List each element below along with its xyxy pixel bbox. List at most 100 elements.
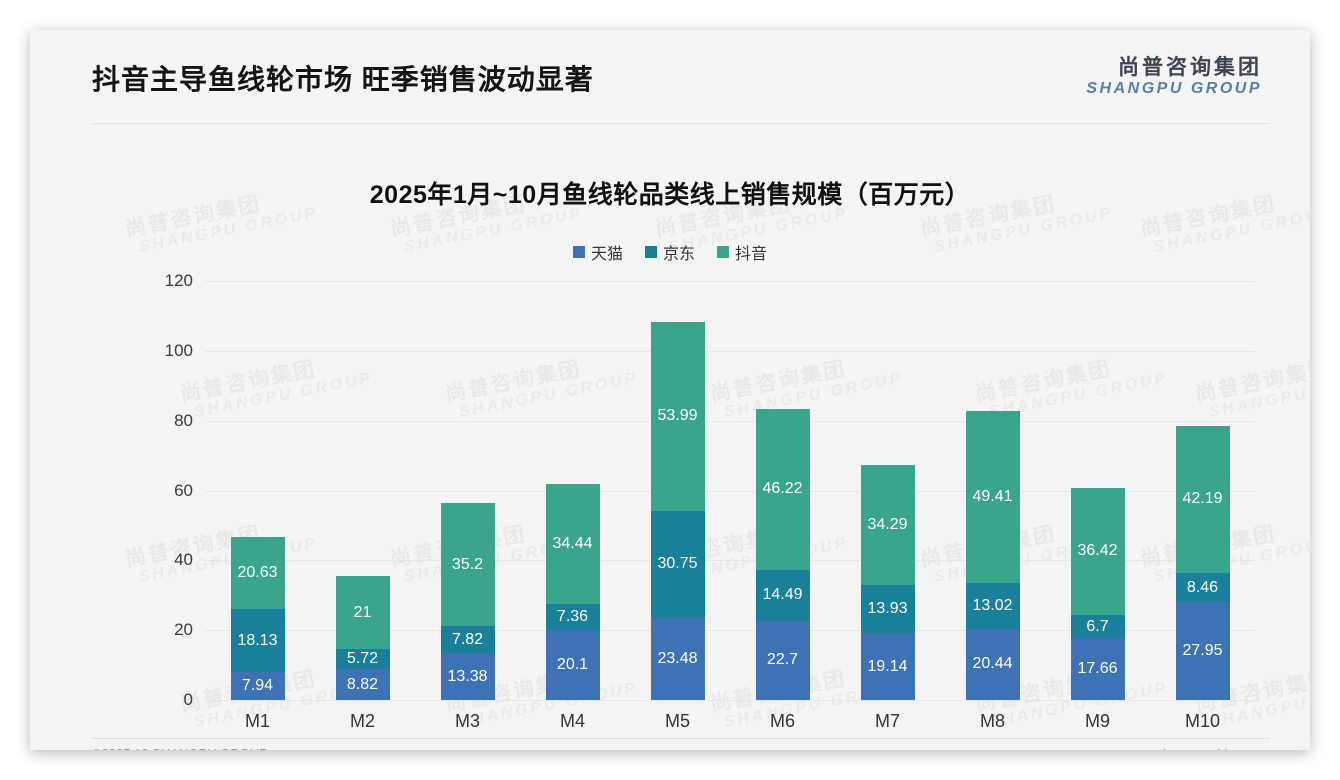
bar-column-M3[interactable]: 13.38 7.82 35.2 [415, 281, 520, 700]
bar-value-label: 53.99 [657, 407, 698, 425]
y-axis-tick-label: 20 [174, 620, 193, 640]
bar-stack: 19.14 13.93 34.29 [860, 464, 915, 700]
bar-segment-天猫[interactable]: 22.7 [755, 620, 810, 700]
bar-column-M10[interactable]: 27.95 8.46 42.19 [1150, 281, 1255, 700]
gridline [205, 281, 1255, 282]
bar-segment-天猫[interactable]: 13.38 [440, 653, 495, 700]
bar-segment-京东[interactable]: 5.72 [335, 649, 390, 670]
x-axis-tick-M1: M1 [244, 711, 270, 731]
bar-segment-天猫[interactable]: 27.95 [1175, 602, 1230, 700]
bar-value-label: 17.66 [1077, 660, 1118, 678]
slide-card: 尚普咨询集团 SHANGPU GROUP 尚普咨询集团 SHANGPU GROUP 尚普… [30, 30, 1310, 750]
bar-segment-抖音[interactable]: 46.22 [755, 408, 810, 571]
legend-item-京东[interactable]: 京东 [644, 240, 695, 264]
bar-segment-京东[interactable]: 6.7 [1070, 614, 1125, 639]
bar-column-M6[interactable]: 22.7 14.49 46.22 [730, 281, 835, 700]
brand-name-en: SHANGPU GROUP [1086, 80, 1262, 98]
bar-column-M8[interactable]: 20.44 13.02 49.41 [940, 281, 1045, 700]
legend-swatch-icon [644, 246, 657, 258]
chart-plot-area: 120 100 80 60 40 20 0 7.94 18.13 20.63 8.82 5.72 21… [165, 255, 1255, 709]
legend-item-天猫[interactable]: 天猫 [572, 240, 623, 264]
bar-segment-天猫[interactable]: 19.14 [860, 633, 915, 700]
bar-value-label: 7.36 [556, 607, 589, 625]
bar-value-label: 49.41 [972, 487, 1013, 505]
footer-copyright: ©2025.12 SHANGPU GROUP [92, 746, 268, 750]
bar-segment-抖音[interactable]: 34.29 [860, 464, 915, 585]
bar-value-label: 6.7 [1086, 617, 1109, 635]
bar-segment-京东[interactable]: 7.82 [440, 626, 495, 654]
bar-column-M2[interactable]: 8.82 5.72 21 [310, 281, 415, 700]
y-axis-tick-label: 100 [164, 340, 193, 360]
bar-column-M1[interactable]: 7.94 18.13 20.63 [205, 281, 310, 700]
bar-stack: 23.48 30.75 53.99 [650, 322, 705, 700]
bar-value-label: 5.72 [346, 650, 379, 668]
bar-value-label: 13.93 [867, 599, 908, 617]
bar-stack: 22.7 14.49 46.22 [755, 408, 810, 700]
bar-value-label: 34.44 [552, 535, 593, 553]
y-axis-tick-label: 120 [164, 271, 193, 290]
bar-value-label: 30.75 [657, 555, 698, 573]
legend-label: 天猫 [590, 246, 623, 263]
bar-column-M7[interactable]: 19.14 13.93 34.29 [835, 281, 940, 700]
bar-value-label: 19.14 [867, 657, 908, 675]
bar-segment-抖音[interactable]: 35.2 [440, 503, 495, 626]
bar-series-layer: 7.94 18.13 20.63 8.82 5.72 21 13.38 7.82 35.2 20.… [205, 281, 1255, 700]
bar-segment-京东[interactable]: 13.02 [965, 583, 1020, 629]
bar-segment-京东[interactable]: 13.93 [860, 584, 915, 634]
bar-segment-抖音[interactable]: 20.63 [230, 536, 285, 609]
x-axis-tick-M2: M2 [349, 711, 375, 731]
x-axis-tick-M4: M4 [559, 711, 585, 731]
bar-value-label: 23.48 [657, 650, 698, 668]
bar-segment-京东[interactable]: 14.49 [755, 570, 810, 621]
bar-value-label: 7.82 [451, 630, 484, 648]
legend-swatch-icon [717, 246, 729, 258]
page-title: 抖音主导鱼线轮市场 旺季销售波动显著 [92, 64, 594, 95]
bar-segment-天猫[interactable]: 20.1 [545, 629, 600, 700]
bar-value-label: 20.1 [556, 655, 589, 673]
bar-segment-天猫[interactable]: 8.82 [335, 669, 390, 700]
bar-segment-京东[interactable]: 30.75 [650, 510, 705, 619]
y-axis-tick-label: 40 [174, 550, 193, 570]
x-axis-tick-M10: M10 [1184, 711, 1220, 731]
bar-value-label: 36.42 [1077, 542, 1118, 560]
bar-column-M5[interactable]: 23.48 30.75 53.99 [625, 281, 730, 700]
bar-value-label: 20.63 [237, 563, 278, 581]
bar-column-M9[interactable]: 17.66 6.7 36.42 [1045, 281, 1150, 700]
gridline [205, 560, 1255, 562]
gridline [205, 700, 1255, 701]
bar-segment-京东[interactable]: 7.36 [545, 604, 600, 630]
y-axis-tick-label: 80 [174, 410, 193, 430]
bar-segment-抖音[interactable]: 34.44 [545, 483, 600, 605]
header-divider [92, 123, 1270, 124]
bar-segment-京东[interactable]: 18.13 [230, 608, 285, 673]
bar-stack: 20.1 7.36 34.44 [545, 483, 600, 700]
bar-segment-抖音[interactable]: 49.41 [965, 410, 1020, 584]
x-axis-tick-M5: M5 [664, 711, 690, 731]
slide-header: 抖音主导鱼线轮市场 旺季销售波动显著 尚普咨询集团 SHANGPU GROUP [30, 30, 1310, 118]
legend-item-抖音[interactable]: 抖音 [717, 240, 767, 264]
legend-label: 京东 [662, 246, 695, 263]
bar-value-label: 46.22 [762, 480, 803, 498]
bar-segment-京东[interactable]: 8.46 [1175, 572, 1230, 603]
bar-segment-抖音[interactable]: 42.19 [1175, 425, 1230, 573]
bar-column-M4[interactable]: 20.1 7.36 34.44 [520, 281, 625, 700]
gridline [205, 490, 1255, 492]
legend-label: 抖音 [735, 246, 768, 263]
x-axis-ticks: M1 M2 M3 M4 M5 M6 M7 M8 M9 M10 [205, 702, 1255, 732]
gridline [205, 630, 1255, 632]
bar-segment-天猫[interactable]: 23.48 [650, 618, 705, 700]
bar-segment-抖音[interactable]: 53.99 [650, 322, 705, 511]
bar-segment-天猫[interactable]: 20.44 [965, 628, 1020, 700]
bar-value-label: 13.38 [447, 667, 488, 685]
x-axis-tick-M3: M3 [454, 711, 480, 731]
x-axis-tick-M9: M9 [1084, 711, 1110, 731]
bar-segment-抖音[interactable]: 36.42 [1070, 487, 1125, 615]
legend-swatch-icon [572, 246, 585, 258]
bar-value-label: 13.02 [972, 596, 1013, 614]
x-axis-tick-M6: M6 [769, 711, 795, 731]
bar-segment-抖音[interactable]: 21 [335, 575, 390, 650]
bar-value-label: 8.46 [1186, 578, 1219, 596]
bar-segment-天猫[interactable]: 7.94 [230, 672, 285, 700]
bar-value-label: 8.82 [346, 675, 379, 693]
bar-segment-天猫[interactable]: 17.66 [1070, 638, 1125, 700]
